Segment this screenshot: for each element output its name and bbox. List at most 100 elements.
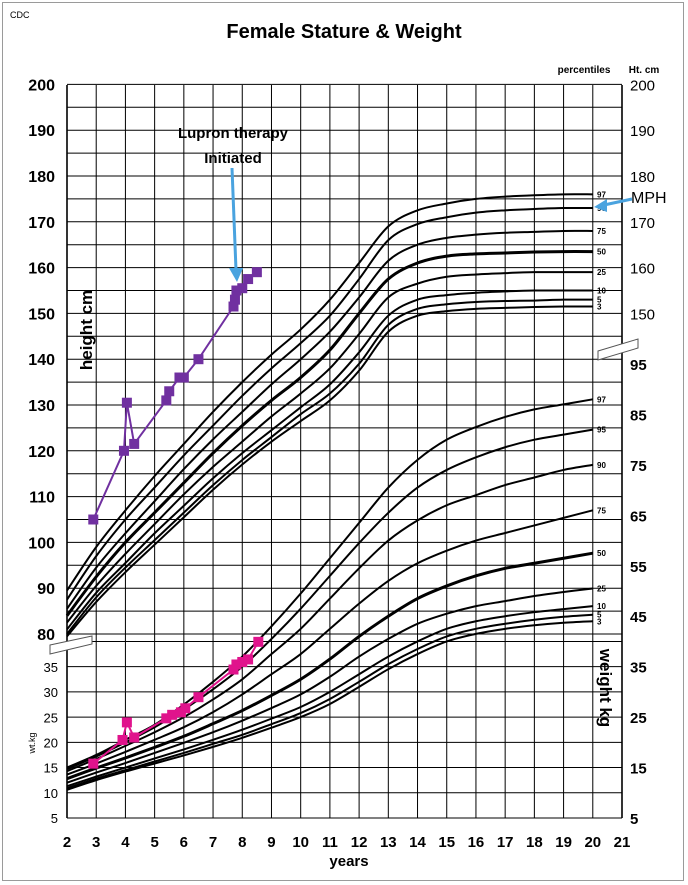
height-tick-left: 140 bbox=[28, 352, 55, 369]
patient-height-point bbox=[164, 386, 175, 397]
x-tick-label: 12 bbox=[351, 834, 368, 851]
weight-tick-right: 5 bbox=[630, 811, 638, 828]
x-tick-label: 7 bbox=[209, 834, 217, 851]
x-tick-label: 5 bbox=[150, 834, 158, 851]
x-tick-label: 13 bbox=[380, 834, 397, 851]
patient-weight-point bbox=[231, 659, 242, 670]
patient-weight-point bbox=[193, 692, 204, 703]
x-tick-label: 11 bbox=[322, 834, 338, 851]
patient-weight-point bbox=[117, 734, 128, 745]
weight-percentile-label: 3 bbox=[597, 617, 602, 626]
height-unit-header: Ht. cm bbox=[629, 65, 660, 76]
height-tick-left: 190 bbox=[28, 123, 55, 140]
height-tick-right: 200 bbox=[630, 77, 655, 94]
weight-tick-right: 25 bbox=[630, 710, 647, 727]
height-tick-left: 180 bbox=[28, 169, 55, 186]
height-percentile-label: 10 bbox=[597, 287, 606, 296]
patient-data bbox=[88, 267, 264, 769]
weight-percentile-label: 25 bbox=[597, 584, 606, 593]
height-tick-left: 100 bbox=[28, 535, 55, 552]
patient-weight-point bbox=[167, 709, 178, 720]
patient-weight-point bbox=[161, 713, 172, 724]
x-tick-label: 17 bbox=[497, 834, 514, 851]
weight-tick-right: 95 bbox=[630, 357, 647, 374]
weight-tick-right: 45 bbox=[630, 609, 647, 626]
height-axis-title: height cm bbox=[77, 290, 96, 370]
x-tick-label: 18 bbox=[526, 834, 543, 851]
patient-height-point bbox=[231, 285, 242, 296]
height-tick-left: 160 bbox=[28, 261, 55, 278]
height-tick-left: 170 bbox=[28, 215, 55, 232]
weight-left-label: wt.kg bbox=[27, 732, 37, 754]
x-tick-label: 6 bbox=[180, 834, 188, 851]
lupron-arrow-head bbox=[229, 268, 243, 282]
height-curve-p25 bbox=[66, 271, 593, 624]
x-tick-label: 4 bbox=[121, 834, 130, 851]
weight-tick-left: 30 bbox=[44, 685, 58, 700]
height-tick-left: 200 bbox=[28, 77, 55, 94]
patient-weight-point bbox=[228, 664, 239, 675]
lupron-label-line2: Initiated bbox=[204, 150, 262, 167]
x-tick-label: 14 bbox=[409, 834, 426, 851]
patient-weight-point bbox=[237, 656, 248, 667]
patient-weight-point bbox=[253, 636, 264, 647]
height-percentile-label: 25 bbox=[597, 268, 606, 277]
weight-tick-right: 15 bbox=[630, 761, 647, 778]
weight-tick-left: 5 bbox=[51, 811, 58, 826]
weight-percentile-label: 75 bbox=[597, 506, 606, 515]
height-curve-p5 bbox=[66, 298, 593, 635]
weight-curve-p3 bbox=[66, 620, 593, 791]
x-axis-title: years bbox=[329, 853, 368, 870]
lupron-annotation: Lupron therapy Initiated bbox=[178, 125, 289, 282]
height-tick-right: 190 bbox=[630, 123, 655, 140]
weight-percentile-label: 90 bbox=[597, 461, 606, 470]
lupron-arrow bbox=[230, 167, 238, 271]
weight-percentile-label: 5 bbox=[597, 611, 602, 620]
weight-percentile-label: 95 bbox=[597, 426, 606, 435]
weight-curve-p90 bbox=[66, 463, 593, 773]
weight-tick-left: 20 bbox=[44, 736, 58, 751]
mph-arrow bbox=[603, 197, 633, 207]
height-percentile-label: 5 bbox=[597, 296, 602, 305]
patient-height-point bbox=[251, 267, 262, 278]
weight-tick-right: 65 bbox=[630, 508, 647, 525]
height-tick-left: 130 bbox=[28, 398, 55, 415]
height-percentile-label: 97 bbox=[597, 190, 606, 199]
weight-tick-left: 15 bbox=[44, 761, 58, 776]
percentile-curves bbox=[65, 193, 594, 791]
height-tick-right: 160 bbox=[630, 261, 655, 278]
patient-height-point bbox=[129, 438, 140, 449]
height-curve-p97 bbox=[66, 193, 593, 592]
patient-height-point bbox=[88, 514, 99, 525]
patient-height-point bbox=[178, 372, 189, 383]
weight-curve-p10 bbox=[66, 605, 593, 788]
height-curve-p10 bbox=[66, 289, 593, 631]
x-tick-label: 2 bbox=[63, 834, 71, 851]
axis-labels: 2 3 4 5 6 7 8 9 10 11 12 13 14 15 16 17 18 19 20 2180901001… bbox=[28, 77, 655, 851]
patient-height-point bbox=[229, 294, 240, 305]
patient-height-point bbox=[237, 283, 248, 294]
weight-percentile-label: 50 bbox=[597, 549, 606, 558]
weight-curve-p5 bbox=[66, 613, 593, 790]
weight-axis-title: weight kg bbox=[596, 648, 615, 727]
height-percentile-label: 50 bbox=[597, 248, 606, 257]
patient-height-point bbox=[228, 301, 239, 312]
weight-percentile-label: 10 bbox=[597, 602, 606, 611]
patient-weight-point bbox=[121, 717, 132, 728]
height-curve-p50 bbox=[65, 250, 593, 617]
height-percentile-label: 3 bbox=[597, 303, 602, 312]
height-tick-right: 180 bbox=[630, 169, 655, 186]
height-tick-right: 150 bbox=[630, 306, 655, 323]
weight-curve-p50 bbox=[66, 551, 594, 781]
x-tick-label: 19 bbox=[555, 834, 572, 851]
patient-weight-point bbox=[180, 703, 191, 714]
x-tick-label: 3 bbox=[92, 834, 100, 851]
x-tick-label: 16 bbox=[468, 834, 485, 851]
height-curve-p90 bbox=[66, 206, 593, 601]
x-tick-label: 10 bbox=[292, 834, 309, 851]
x-tick-label: 9 bbox=[267, 834, 275, 851]
weight-tick-right: 55 bbox=[630, 559, 647, 576]
patient-weight-point bbox=[129, 732, 140, 743]
grid bbox=[66, 83, 623, 819]
